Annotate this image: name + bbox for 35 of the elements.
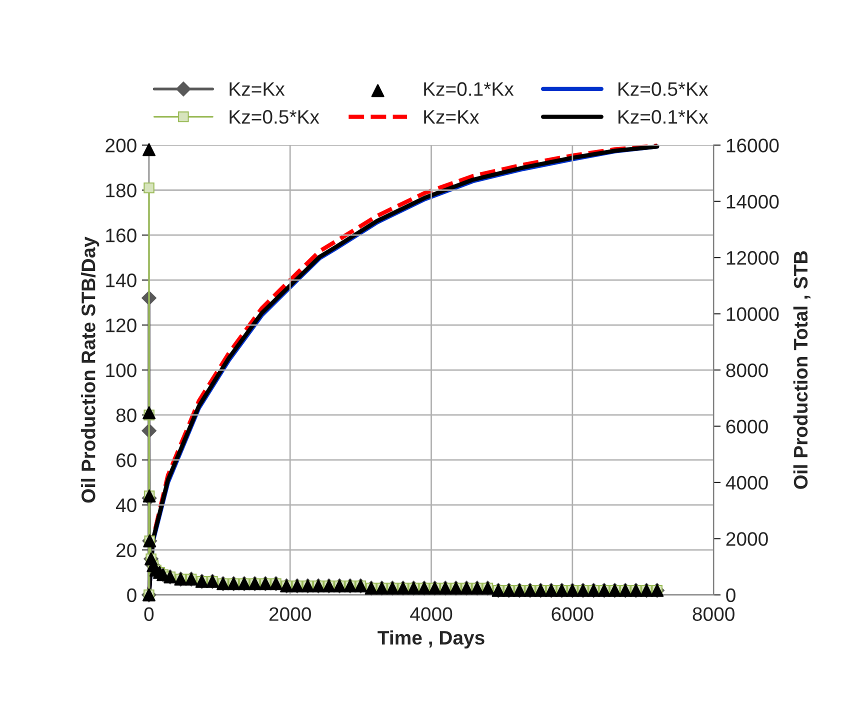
y2-tick-label: 12000 <box>726 251 779 265</box>
y-tick-label: 200 <box>106 138 136 152</box>
y-tick-label: 100 <box>106 363 136 378</box>
y2-tick-label: 8000 <box>726 363 768 378</box>
x-tick-label: 6000 <box>552 607 594 621</box>
y2-tick-label: 6000 <box>726 420 768 434</box>
y2-tick-label: 0 <box>726 588 736 602</box>
point <box>144 182 154 194</box>
y-tick-label: 40 <box>116 498 136 512</box>
legend-label: Kz=0.5*Kx <box>230 110 320 124</box>
y-axis-title: Oil Production Rate STB/Day <box>81 236 100 503</box>
x-tick-label: 8000 <box>692 607 734 621</box>
x-tick-label: 2000 <box>269 607 311 621</box>
y-tick-label: 60 <box>116 453 136 468</box>
y2-tick-label: 14000 <box>726 194 779 209</box>
y2-tick-label: 4000 <box>726 476 768 490</box>
legend-label: Kz=Kx <box>424 110 480 124</box>
y-tick-label: 80 <box>116 408 136 422</box>
y-tick-label: 0 <box>127 588 136 602</box>
legend-label: Kz=0.1*Kx <box>618 110 708 124</box>
y-tick-label: 160 <box>106 228 136 242</box>
x-axis-title: Time , Days <box>378 630 484 648</box>
y2-tick-label: 16000 <box>726 138 779 152</box>
y2-tick-label: 2000 <box>726 532 768 546</box>
y-tick-label: 140 <box>106 274 136 288</box>
y2-axis-title: Oil Production Total , STB <box>793 251 810 489</box>
legend-label: Kz=Kx <box>230 82 285 96</box>
legend-label: Kz=0.1*Kx <box>424 82 514 96</box>
y-tick-label: 120 <box>106 318 136 332</box>
y-tick-label: 20 <box>116 543 136 558</box>
y2-tick-label: 10000 <box>726 307 779 322</box>
x-tick-label: 0 <box>144 607 154 621</box>
legend-label: Kz=0.5*Kx <box>618 82 708 96</box>
x-tick-label: 4000 <box>410 607 452 621</box>
y-tick-label: 180 <box>106 184 136 198</box>
